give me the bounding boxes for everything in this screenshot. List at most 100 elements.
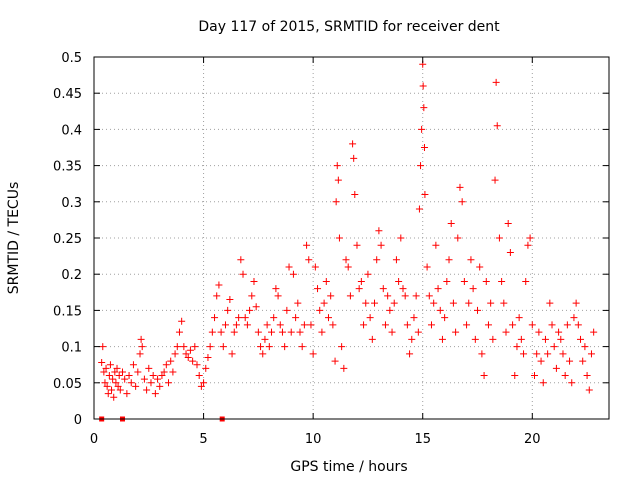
data-point — [292, 314, 300, 322]
data-point — [186, 346, 194, 354]
data-point — [252, 303, 260, 311]
data-point — [195, 372, 203, 380]
data-point — [108, 386, 116, 394]
data-point — [500, 299, 508, 307]
data-point — [353, 241, 361, 249]
data-point — [511, 372, 519, 380]
data-point — [548, 321, 556, 329]
data-point — [99, 343, 107, 351]
data-point — [335, 234, 343, 242]
data-point — [445, 256, 453, 264]
data-point — [530, 372, 538, 380]
data-point — [585, 386, 593, 394]
data-point — [111, 368, 119, 376]
data-point — [568, 379, 576, 387]
data-point — [349, 140, 357, 148]
data-point — [109, 375, 117, 383]
data-point — [300, 321, 308, 329]
data-point — [478, 350, 486, 358]
data-point — [386, 306, 394, 314]
y-axis-label: SRMTID / TECUs — [6, 182, 22, 295]
data-point — [491, 176, 499, 184]
data-point — [587, 350, 595, 358]
data-point — [311, 263, 319, 271]
data-point — [182, 350, 190, 358]
data-point — [340, 364, 348, 372]
data-point — [329, 321, 337, 329]
data-point — [533, 350, 541, 358]
x-tick-label: 20 — [524, 432, 541, 447]
data-point — [316, 306, 324, 314]
data-point — [425, 292, 433, 300]
data-point — [322, 277, 330, 285]
data-point — [243, 321, 251, 329]
data-point — [320, 299, 328, 307]
data-point — [287, 328, 295, 336]
data-point — [123, 390, 131, 398]
data-point — [452, 328, 460, 336]
data-point — [506, 248, 514, 256]
data-point — [484, 321, 492, 329]
data-point — [134, 368, 142, 376]
data-point — [432, 241, 440, 249]
data-point — [138, 343, 146, 351]
y-tick-label: 0.3 — [61, 196, 82, 211]
data-point — [574, 321, 582, 329]
data-point — [274, 292, 282, 300]
data-point — [145, 364, 153, 372]
data-point — [263, 321, 271, 329]
data-point — [204, 353, 212, 361]
data-point — [101, 379, 109, 387]
data-point — [215, 281, 223, 289]
data-point — [333, 162, 341, 170]
data-point — [137, 335, 145, 343]
data-point — [412, 292, 420, 300]
data-point — [581, 343, 589, 351]
data-point — [217, 328, 225, 336]
data-point — [368, 335, 376, 343]
data-point — [463, 321, 471, 329]
data-point — [278, 328, 286, 336]
y-tick-label: 0.35 — [53, 160, 82, 175]
data-point — [239, 270, 247, 278]
data-point — [265, 343, 273, 351]
data-point — [406, 350, 414, 358]
data-point — [544, 350, 552, 358]
data-point — [515, 314, 523, 322]
data-point — [332, 198, 340, 206]
data-point — [314, 285, 322, 293]
data-point — [436, 306, 444, 314]
data-point — [208, 328, 216, 336]
data-point — [590, 328, 598, 336]
data-point — [129, 361, 137, 369]
y-axis-ticks: 0 0.05 0.1 0.15 0.2 0.25 0.3 0.35 0.4 0.45 0.5 — [53, 51, 609, 428]
data-point — [211, 314, 219, 322]
data-point — [498, 277, 506, 285]
data-point — [140, 375, 148, 383]
data-point — [246, 306, 254, 314]
y-tick-label: 0.1 — [61, 341, 82, 356]
data-point — [513, 343, 521, 351]
data-point — [561, 372, 569, 380]
data-point — [294, 299, 302, 307]
data-point — [555, 328, 563, 336]
data-point — [388, 328, 396, 336]
data-point — [178, 317, 186, 325]
data-point — [110, 393, 118, 401]
data-point — [149, 372, 157, 380]
data-point — [492, 78, 500, 86]
chart-title: Day 117 of 2015, SRMTID for receiver den… — [198, 19, 500, 35]
data-point — [420, 104, 428, 112]
data-point — [447, 220, 455, 228]
data-point — [509, 321, 517, 329]
data-point — [173, 343, 181, 351]
data-point — [156, 382, 164, 390]
data-point — [162, 361, 170, 369]
data-point — [115, 372, 123, 380]
data-point — [309, 350, 317, 358]
data-point — [160, 368, 168, 376]
data-point — [344, 263, 352, 271]
data-point — [261, 335, 269, 343]
data-point — [193, 361, 201, 369]
